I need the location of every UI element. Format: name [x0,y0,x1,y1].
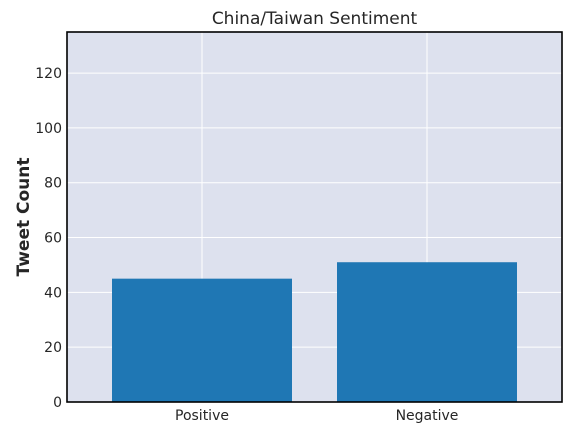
y-tick-label: 60 [44,231,62,247]
y-axis-ticks: 0 20 40 60 80 100 120 [35,66,62,411]
x-tick-label: Negative [396,408,459,424]
y-tick-label: 0 [53,395,62,411]
x-tick-label: Positive [175,408,229,424]
x-axis-ticks: Positive Negative [175,408,458,424]
y-tick-label: 120 [35,66,62,82]
chart-title: China/Taiwan Sentiment [212,9,418,29]
bars [112,262,517,402]
y-tick-label: 40 [44,285,62,301]
y-axis-label: Tweet Count [14,157,34,276]
y-tick-label: 100 [35,121,62,137]
bar-positive [112,278,292,402]
y-tick-label: 80 [44,176,62,192]
bar-negative [337,262,517,402]
plot-frame [66,31,563,403]
y-tick-label: 20 [44,340,62,356]
